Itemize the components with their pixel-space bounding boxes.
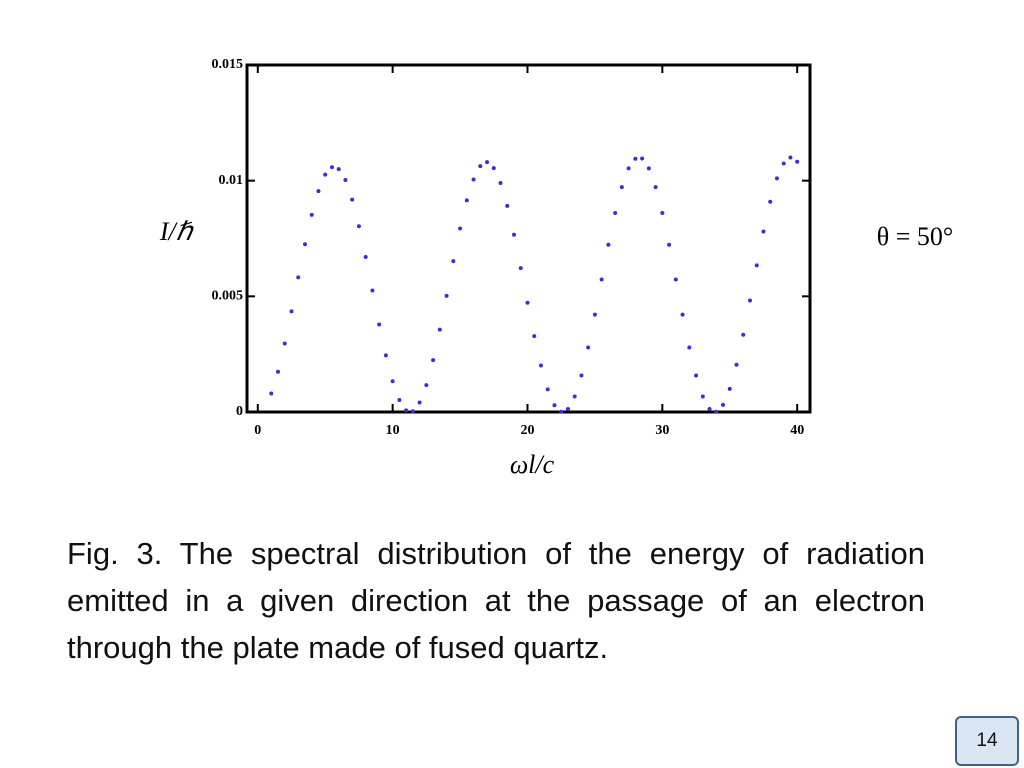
data-point (316, 189, 321, 194)
data-point (761, 229, 766, 234)
data-point (282, 341, 287, 346)
data-point (734, 362, 739, 367)
data-point (276, 369, 281, 374)
y-tick-label: 0 (236, 404, 243, 419)
y-axis-label: I/ℏ (159, 217, 195, 246)
data-point (451, 259, 456, 264)
data-point (518, 266, 523, 271)
data-point (437, 327, 442, 332)
data-point (599, 277, 604, 282)
data-point (444, 293, 449, 298)
data-point (700, 394, 705, 399)
data-point (781, 161, 786, 166)
data-point (646, 166, 651, 171)
data-point (694, 373, 699, 378)
data-point (774, 176, 779, 181)
data-point (532, 334, 537, 339)
data-point (680, 312, 685, 317)
data-point (687, 345, 692, 350)
data-point (404, 408, 409, 413)
data-point (633, 156, 638, 161)
data-point (768, 199, 773, 204)
data-point (464, 198, 469, 203)
data-point (660, 211, 665, 216)
data-point (390, 379, 395, 384)
data-point (741, 332, 746, 337)
y-tick-label: 0.01 (219, 173, 244, 188)
data-point (586, 345, 591, 350)
data-point (788, 155, 793, 160)
data-point (296, 275, 301, 280)
data-point (356, 224, 361, 229)
data-point (559, 409, 564, 414)
data-point (640, 156, 645, 161)
x-tick-label: 40 (790, 423, 804, 438)
x-tick-label: 30 (655, 423, 669, 438)
data-point (498, 180, 503, 185)
data-point (410, 409, 415, 414)
data-point (343, 177, 348, 182)
data-point (714, 409, 719, 414)
y-tick-label: 0.015 (212, 57, 244, 72)
data-point (579, 373, 584, 378)
data-point (363, 255, 368, 260)
data-point (613, 211, 618, 216)
data-point (667, 242, 672, 247)
data-point (626, 166, 631, 171)
data-point (370, 288, 375, 293)
data-point (431, 358, 436, 363)
data-point (565, 406, 570, 411)
data-point (538, 363, 543, 368)
chart: I/ℏ ωl/c θ = 50° 0 0.005 0.01 0.015 0 10 20 30 4… (159, 57, 954, 479)
data-point (478, 164, 483, 169)
data-point (424, 383, 429, 388)
data-point (491, 166, 496, 171)
data-point (747, 298, 752, 303)
data-point (309, 212, 314, 217)
data-point (673, 277, 678, 282)
data-point (653, 185, 658, 190)
data-point (323, 172, 328, 177)
x-axis-label: ωl/c (510, 450, 555, 479)
data-point (417, 400, 422, 405)
data-point (552, 403, 557, 408)
data-point (727, 386, 732, 391)
x-tick-label: 0 (254, 423, 261, 438)
data-point (545, 387, 550, 392)
data-point (619, 185, 624, 190)
data-point (336, 167, 341, 172)
plot-frame (245, 63, 812, 414)
y-tick-label: 0.005 (212, 289, 244, 304)
x-tick-label: 10 (386, 423, 400, 438)
data-point (471, 177, 476, 182)
data-point (329, 165, 334, 170)
data-point (485, 160, 490, 165)
annotation: θ = 50° (877, 222, 954, 251)
page-number: 14 (955, 716, 1019, 766)
data-point (350, 197, 355, 202)
data-point (606, 242, 611, 247)
data-point (383, 353, 388, 358)
data-point (572, 394, 577, 399)
data-point (721, 402, 726, 407)
data-point (289, 309, 294, 314)
data-point (707, 406, 712, 411)
data-point (525, 300, 530, 305)
data-point (302, 242, 307, 247)
x-tick-label: 20 (520, 423, 534, 438)
data-point (377, 322, 382, 327)
data-point (269, 391, 274, 396)
data-point (795, 159, 800, 164)
data-point (754, 263, 759, 268)
data-point (505, 203, 510, 208)
data-point (397, 397, 402, 402)
data-point (458, 226, 463, 231)
data-point (592, 312, 597, 317)
data-point (512, 232, 517, 237)
caption: Fig. 3. The spectral distribution of the… (67, 536, 925, 665)
